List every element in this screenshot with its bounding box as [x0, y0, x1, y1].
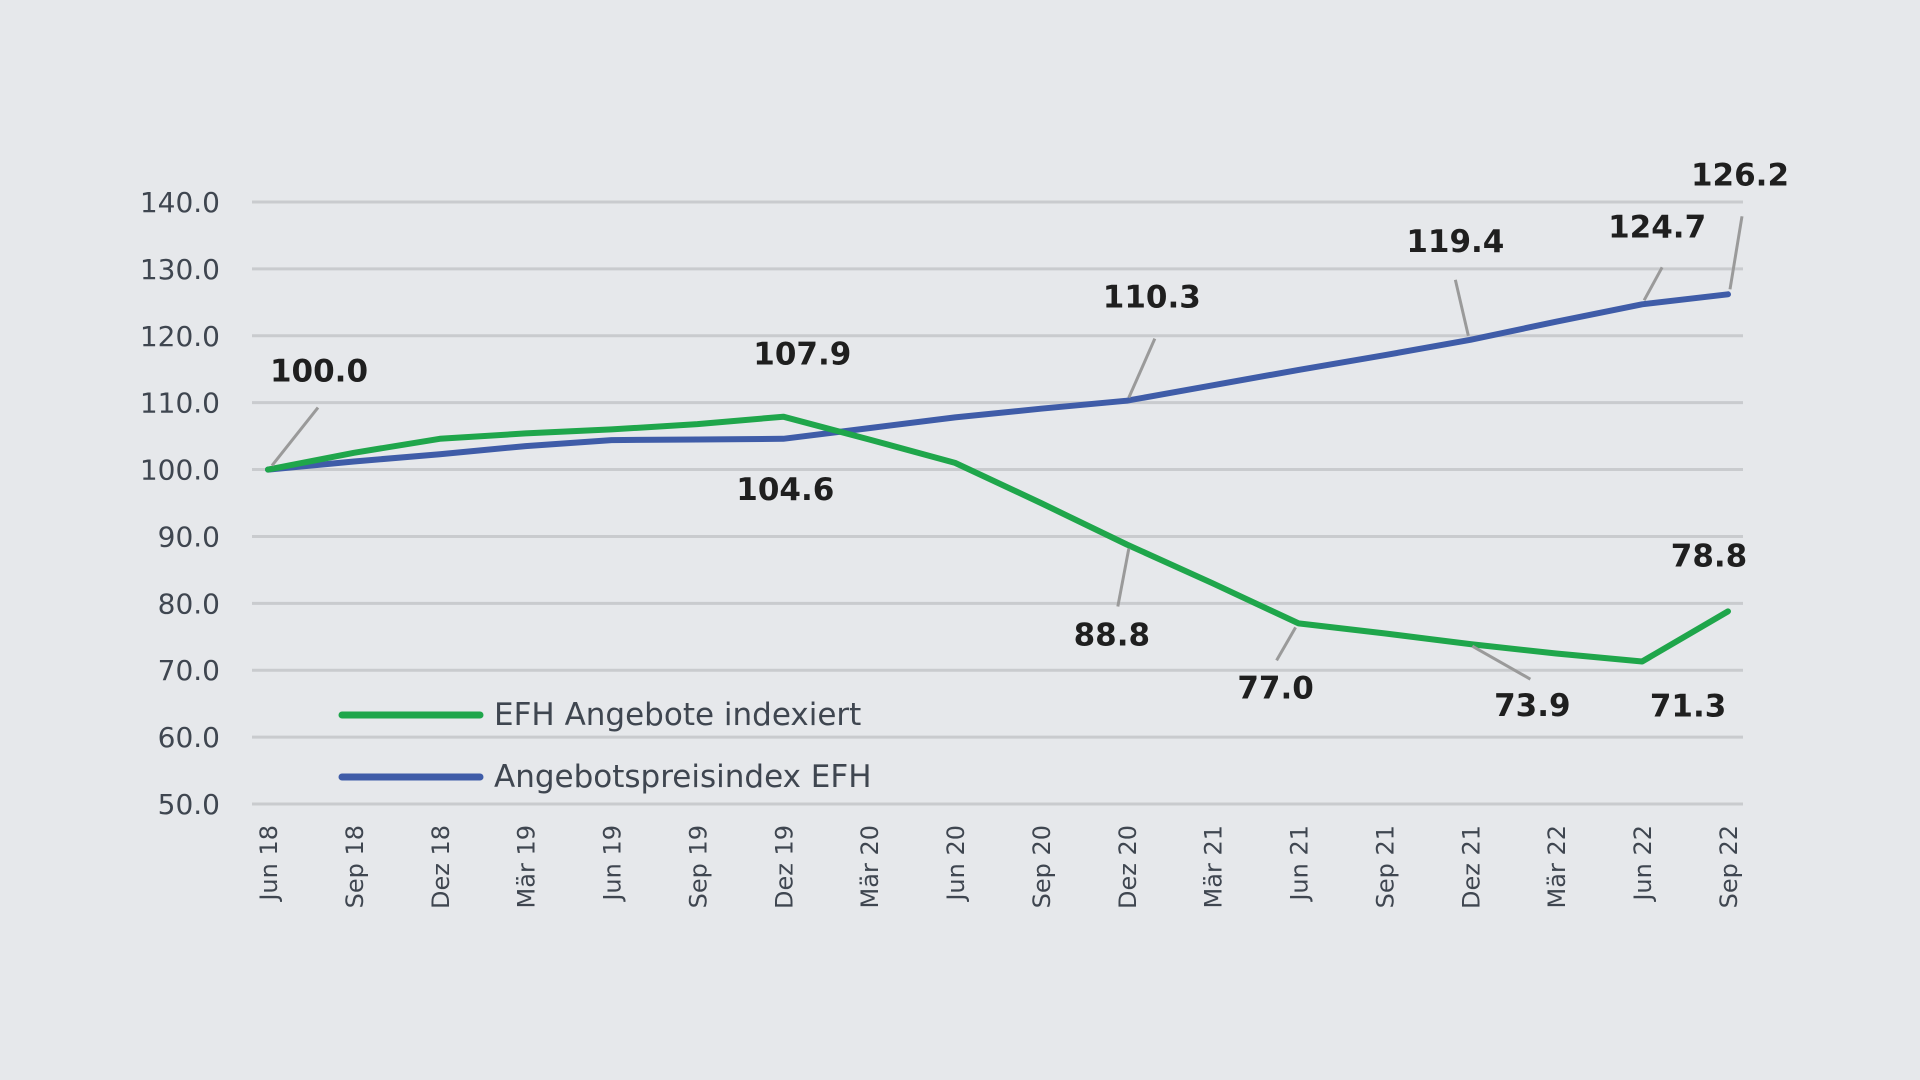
- data-label: 124.7: [1608, 209, 1706, 245]
- x-tick-label: Dez 20: [1114, 825, 1142, 909]
- x-tick-label: Dez 18: [427, 825, 455, 909]
- y-tick-label: 140.0: [140, 186, 220, 219]
- legend: EFH Angebote indexiert Angebotspreisinde…: [338, 697, 872, 795]
- y-tick-label: 130.0: [140, 253, 220, 286]
- series-line-efh-angebote: [265, 413, 1731, 665]
- y-axis-tick-labels: 140.0 130.0 120.0 110.0 100.0 90.0 80.0 70.0 60.…: [140, 186, 220, 821]
- data-label: 78.8: [1671, 538, 1748, 574]
- data-label: 119.4: [1406, 224, 1504, 260]
- data-label-leader: [1116, 548, 1131, 607]
- x-axis-tick-labels: Jun 18 Sep 18 Dez 18 Mär 19 Jun 19 Sep 19 Dez …: [255, 825, 1743, 909]
- data-label-leader: [270, 406, 320, 467]
- data-label-leader: [1127, 338, 1157, 399]
- data-label: 100.0: [270, 354, 368, 390]
- x-tick-label: Sep 22: [1715, 825, 1743, 908]
- x-tick-label: Jun 22: [1629, 825, 1657, 903]
- x-tick-label: Sep 18: [341, 825, 369, 908]
- x-tick-label: Mär 20: [856, 825, 884, 908]
- y-tick-label: 70.0: [158, 654, 220, 687]
- x-tick-label: Sep 19: [684, 825, 712, 908]
- x-tick-label: Jun 19: [599, 825, 627, 903]
- y-tick-label: 110.0: [140, 387, 220, 420]
- x-tick-label: Jun 20: [942, 825, 970, 903]
- x-tick-label: Sep 21: [1371, 825, 1399, 908]
- y-tick-label: 90.0: [158, 520, 220, 553]
- x-tick-label: Mär 22: [1543, 825, 1571, 908]
- series-line-angebotspreisindex: [265, 291, 1731, 473]
- legend-label-angebotspreisindex: Angebotspreisindex EFH: [494, 759, 872, 795]
- x-tick-label: Dez 21: [1457, 825, 1485, 909]
- data-label-leader: [1728, 216, 1744, 290]
- data-label: 104.6: [736, 472, 834, 508]
- data-label: 88.8: [1074, 617, 1151, 653]
- y-tick-label: 80.0: [158, 587, 220, 620]
- gridlines: [252, 200, 1743, 806]
- data-label-leaders: [270, 216, 1744, 681]
- y-tick-label: 50.0: [158, 788, 220, 821]
- data-label: 110.3: [1103, 280, 1201, 316]
- data-label-leader: [1642, 266, 1664, 302]
- x-tick-label: Sep 20: [1028, 825, 1056, 908]
- x-tick-label: Mär 19: [513, 825, 541, 908]
- series-lines: [265, 291, 1731, 665]
- data-label: 126.2: [1691, 157, 1789, 193]
- x-tick-label: Dez 19: [770, 825, 798, 909]
- x-tick-label: Jun 21: [1286, 825, 1314, 903]
- data-label-leader: [1453, 279, 1470, 337]
- data-labels: 100.0 107.9 104.6 110.3 88.8 77.0 73.9 71.3 78.8…: [270, 157, 1789, 724]
- y-tick-label: 60.0: [158, 721, 220, 754]
- data-label: 77.0: [1237, 670, 1314, 706]
- data-label: 73.9: [1494, 688, 1571, 724]
- data-label: 71.3: [1650, 689, 1727, 725]
- y-tick-label: 100.0: [140, 454, 220, 487]
- data-label-leader: [1471, 644, 1532, 681]
- x-tick-label: Jun 18: [255, 825, 283, 903]
- legend-label-efh-angebote: EFH Angebote indexiert: [494, 697, 861, 733]
- data-label-leader: [1275, 626, 1297, 662]
- x-tick-label: Mär 21: [1200, 825, 1228, 908]
- y-tick-label: 120.0: [140, 320, 220, 353]
- data-label: 107.9: [753, 337, 851, 373]
